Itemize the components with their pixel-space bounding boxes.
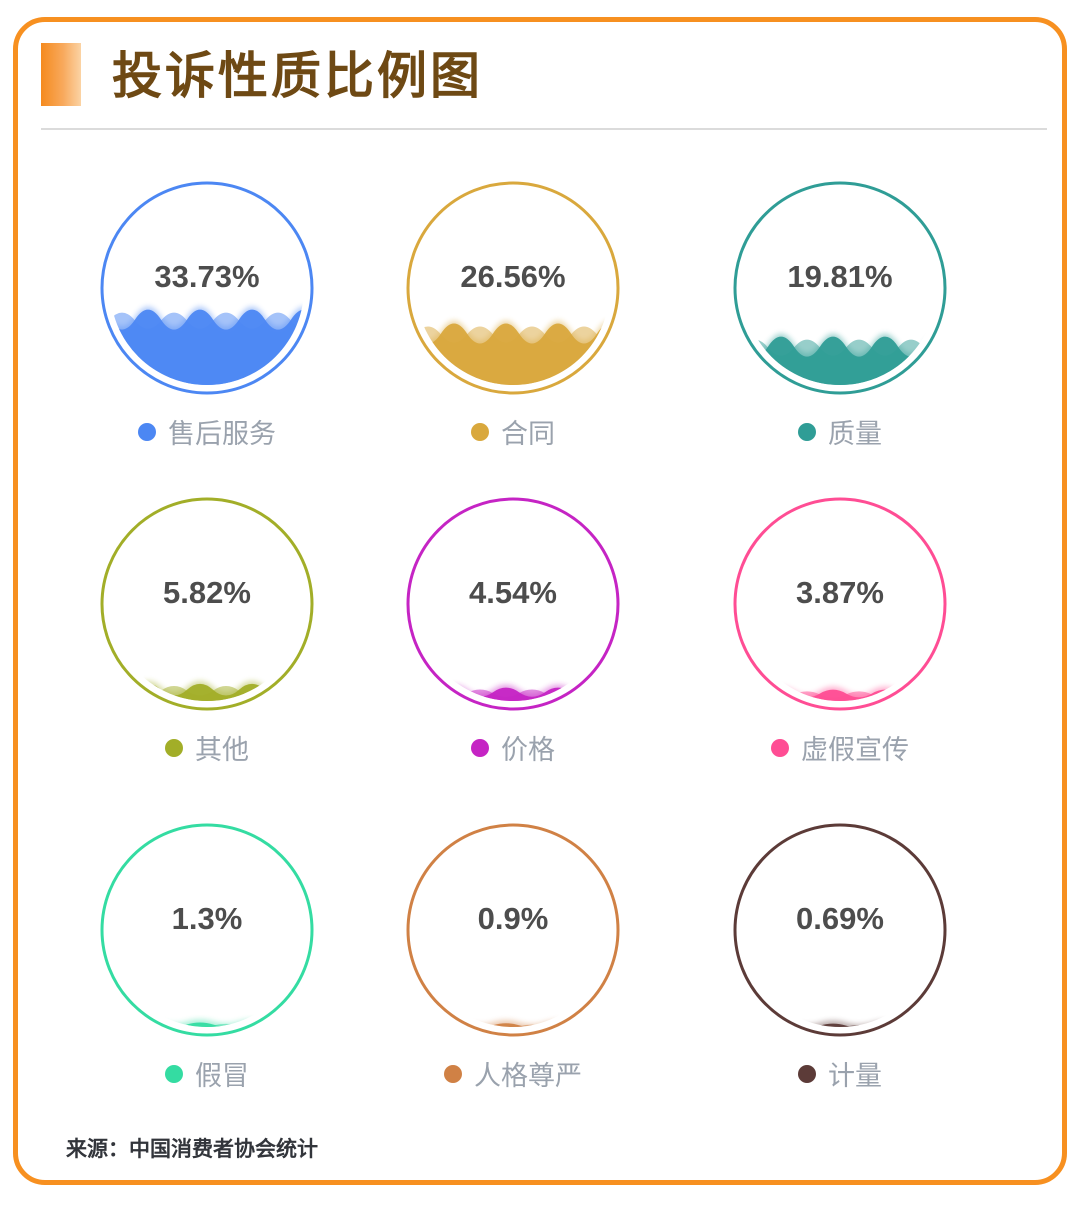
gauge-cell: 5.82% 其他 xyxy=(40,488,374,814)
gauge-value: 5.82% xyxy=(163,575,251,610)
gauge-ring xyxy=(100,823,314,1037)
legend-label: 人格尊严 xyxy=(474,1061,582,1091)
legend-label: 合同 xyxy=(501,419,555,449)
gauge-cell: 19.81% 质量 xyxy=(652,172,1028,488)
gauge-cell: 26.56% 合同 xyxy=(374,172,652,488)
gauge-ring xyxy=(733,823,947,1037)
gauge-value: 0.69% xyxy=(796,901,884,936)
gauge-ring xyxy=(733,181,947,395)
legend-label: 虚假宣传 xyxy=(801,735,909,765)
panel-border xyxy=(13,17,1067,1185)
gauge-ring xyxy=(406,823,620,1037)
gauge-cell: 0.69% 计量 xyxy=(652,814,1028,1114)
legend-dot-icon xyxy=(444,1064,462,1083)
legend-item[interactable]: 人格尊严 xyxy=(444,1054,582,1093)
legend-dot-icon xyxy=(798,422,816,441)
legend-dot-icon xyxy=(471,422,489,441)
gauge-ring xyxy=(100,497,314,711)
gauge-value: 1.3% xyxy=(172,901,243,936)
gauge-ring xyxy=(733,497,947,711)
liquid-wave xyxy=(416,320,610,385)
liquid-wave xyxy=(416,684,610,701)
liquid-gauge: 0.69% xyxy=(733,823,947,1037)
gauge-cell: 0.9% 人格尊严 xyxy=(374,814,652,1114)
title-bullet-icon xyxy=(41,43,81,106)
page-title: 投诉性质比例图 xyxy=(112,48,483,104)
legend-label: 售后服务 xyxy=(168,419,276,449)
liquid-wave xyxy=(416,1020,610,1027)
liquid-gauge: 1.3% xyxy=(100,823,314,1037)
gauge-value: 3.87% xyxy=(796,575,884,610)
legend-item[interactable]: 其他 xyxy=(165,728,249,767)
legend-label: 其他 xyxy=(195,735,249,765)
liquid-gauge: 5.82% xyxy=(100,497,314,711)
legend-dot-icon xyxy=(771,738,789,757)
gauge-value: 19.81% xyxy=(787,259,892,294)
gauge-ring xyxy=(406,181,620,395)
gauge-value: 26.56% xyxy=(460,259,565,294)
liquid-wave xyxy=(743,1020,937,1027)
liquid-gauge: 0.9% xyxy=(406,823,620,1037)
liquid-gauge: 33.73% xyxy=(100,181,314,395)
legend-dot-icon xyxy=(798,1064,816,1083)
liquid-gauge: 3.87% xyxy=(733,497,947,711)
gauge-cell: 1.3% 假冒 xyxy=(40,814,374,1114)
liquid-gauge: 26.56% xyxy=(406,181,620,395)
legend-item[interactable]: 价格 xyxy=(471,728,555,767)
gauge-value: 33.73% xyxy=(154,259,259,294)
legend-label: 质量 xyxy=(828,419,882,449)
legend-item[interactable]: 假冒 xyxy=(165,1054,249,1093)
gauge-cell: 4.54% 价格 xyxy=(374,488,652,814)
gauge-ring xyxy=(406,497,620,711)
gauge-value: 0.9% xyxy=(478,901,549,936)
liquid-gauge: 19.81% xyxy=(733,181,947,395)
gauge-cell: 3.87% 虚假宣传 xyxy=(652,488,1028,814)
liquid-wave xyxy=(110,1019,304,1027)
legend-item[interactable]: 虚假宣传 xyxy=(771,728,909,767)
legend-dot-icon xyxy=(165,738,183,757)
liquid-wave xyxy=(110,680,304,701)
gauge-cell: 33.73% 售后服务 xyxy=(40,172,374,488)
legend-item[interactable]: 合同 xyxy=(471,412,555,451)
legend-dot-icon xyxy=(138,422,156,441)
legend-dot-icon xyxy=(471,738,489,757)
legend-item[interactable]: 售后服务 xyxy=(138,412,276,451)
gauge-value: 4.54% xyxy=(469,575,557,610)
source-note: 来源：中国消费者协会统计 xyxy=(66,1138,318,1161)
legend-label: 计量 xyxy=(828,1061,882,1091)
legend-dot-icon xyxy=(165,1064,183,1083)
gauge-ring xyxy=(100,181,314,395)
liquid-wave xyxy=(743,686,937,701)
legend-item[interactable]: 计量 xyxy=(798,1054,882,1093)
legend-label: 价格 xyxy=(501,735,555,765)
gauge-grid: 33.73% 售后服务 26.56% 合同 19.81% 质量 5.82% 其他 4.54% 价格… xyxy=(40,172,1040,1114)
legend-label: 假冒 xyxy=(195,1061,249,1091)
legend-item[interactable]: 质量 xyxy=(798,412,882,451)
header-divider xyxy=(41,128,1047,130)
liquid-gauge: 4.54% xyxy=(406,497,620,711)
